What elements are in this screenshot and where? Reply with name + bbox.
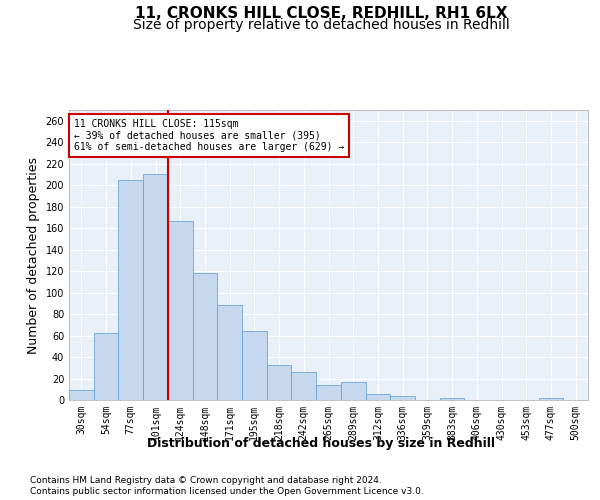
Text: 11, CRONKS HILL CLOSE, REDHILL, RH1 6LX: 11, CRONKS HILL CLOSE, REDHILL, RH1 6LX bbox=[135, 6, 507, 21]
Bar bbox=[217, 306, 242, 400]
Bar bbox=[539, 398, 563, 400]
Text: Contains public sector information licensed under the Open Government Licence v3: Contains public sector information licen… bbox=[30, 488, 424, 496]
Bar bbox=[168, 220, 193, 400]
Bar bbox=[341, 382, 365, 400]
Bar bbox=[292, 372, 316, 400]
Bar bbox=[242, 332, 267, 400]
Bar bbox=[267, 364, 292, 400]
Bar bbox=[193, 274, 217, 400]
Bar bbox=[440, 398, 464, 400]
Y-axis label: Number of detached properties: Number of detached properties bbox=[27, 156, 40, 354]
Bar bbox=[365, 394, 390, 400]
Bar bbox=[69, 390, 94, 400]
Text: Contains HM Land Registry data © Crown copyright and database right 2024.: Contains HM Land Registry data © Crown c… bbox=[30, 476, 382, 485]
Bar bbox=[118, 180, 143, 400]
Bar bbox=[316, 385, 341, 400]
Bar bbox=[143, 174, 168, 400]
Bar bbox=[94, 334, 118, 400]
Text: Distribution of detached houses by size in Redhill: Distribution of detached houses by size … bbox=[147, 438, 495, 450]
Text: 11 CRONKS HILL CLOSE: 115sqm
← 39% of detached houses are smaller (395)
61% of s: 11 CRONKS HILL CLOSE: 115sqm ← 39% of de… bbox=[74, 118, 344, 152]
Bar bbox=[390, 396, 415, 400]
Text: Size of property relative to detached houses in Redhill: Size of property relative to detached ho… bbox=[133, 18, 509, 32]
